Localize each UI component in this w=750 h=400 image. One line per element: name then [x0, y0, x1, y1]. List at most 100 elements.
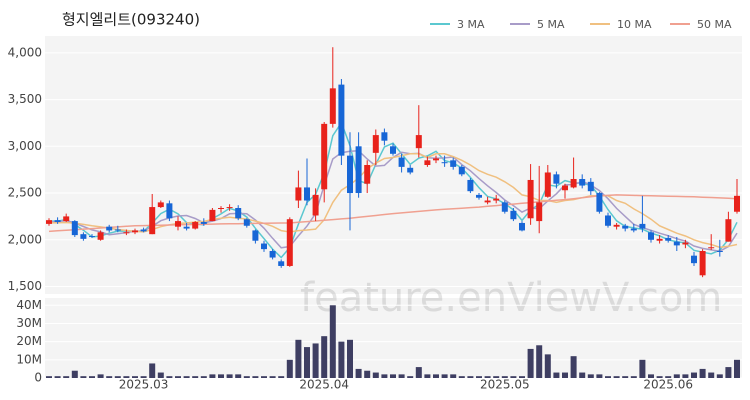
volume-bar [63, 376, 70, 378]
y-tick-label: 0 [34, 371, 42, 385]
y-tick-label: 3,500 [8, 92, 42, 106]
volume-bar [450, 374, 457, 378]
volume-bar [123, 376, 130, 378]
candle-body [596, 193, 603, 212]
volume-bar [46, 376, 52, 378]
volume-bar [54, 376, 61, 378]
volume-bar [734, 359, 740, 378]
candle-body [501, 202, 508, 212]
candle-body [312, 194, 319, 216]
candle-body [579, 179, 586, 186]
volume-bar [80, 376, 87, 378]
candle-body [450, 160, 457, 167]
volume-bar [218, 374, 224, 378]
volume-bar [433, 374, 439, 378]
candle-body [484, 200, 491, 203]
candle-body [338, 84, 345, 156]
volume-bar [243, 376, 250, 378]
candle-body [433, 158, 439, 161]
candle-body [648, 232, 654, 240]
volume-bar [106, 376, 113, 378]
volume-bar [613, 376, 620, 378]
candle-body [286, 219, 293, 266]
x-tick-label: 2025.04 [299, 378, 349, 392]
volume-bar [579, 372, 586, 378]
candle-body [708, 247, 715, 249]
volume-bar [97, 374, 104, 378]
candle-body [175, 221, 181, 227]
candle-body [407, 167, 414, 173]
candle-body [424, 160, 431, 165]
y-tick-label: 10M [16, 352, 42, 366]
candle-body [364, 165, 371, 184]
candle-body [321, 123, 328, 190]
volume-bar [691, 372, 697, 378]
candle-body [587, 181, 594, 192]
candle-body [415, 135, 422, 149]
y-tick-label: 20M [16, 334, 42, 348]
volume-bar [209, 374, 216, 378]
candle-body [269, 251, 276, 258]
x-tick-label: 2025.03 [119, 378, 169, 392]
candle-body [200, 222, 207, 224]
y-tick-label: 30M [16, 316, 42, 330]
candle-body [235, 208, 242, 219]
volume-bar [252, 376, 259, 378]
candle-body [218, 208, 224, 209]
candle-body [639, 223, 646, 229]
volume-bar [175, 376, 181, 378]
volume-bar [630, 376, 637, 378]
candle-body [544, 172, 551, 197]
candle-body [355, 146, 362, 194]
candle-body [553, 174, 560, 184]
volume-bar [605, 376, 611, 378]
volume-bar [699, 368, 706, 378]
volume-bar [544, 354, 551, 378]
y-tick-label: 4,000 [8, 45, 42, 59]
candle-body [716, 251, 723, 252]
candle-body [252, 230, 259, 241]
candle-body [132, 230, 138, 233]
volume-bar [639, 359, 646, 378]
volume-bar [493, 376, 500, 378]
volume-bar [725, 367, 732, 378]
candle-body [71, 221, 78, 236]
candle-body [630, 228, 637, 231]
ma-line [49, 121, 738, 259]
candle-body [261, 243, 267, 250]
legend-label: 5 MA [537, 18, 565, 31]
candle-body [243, 219, 250, 226]
candle-body [46, 220, 52, 224]
volume-bar [89, 376, 95, 378]
volume-bar [192, 376, 199, 378]
volume-bar [467, 376, 474, 378]
volume-bar [648, 374, 654, 378]
candle-body [665, 237, 672, 241]
candle-body [390, 146, 396, 154]
watermark: feature.enViewV.com [300, 275, 722, 321]
legend-label: 3 MA [457, 18, 485, 31]
volume-bar [149, 363, 156, 378]
volume-bar [329, 305, 336, 378]
volume-bar [140, 376, 147, 378]
volume-bar [682, 374, 689, 378]
volume-bar [622, 376, 629, 378]
volume-bar [226, 374, 233, 378]
candle-body [476, 194, 482, 198]
candle-body [622, 225, 629, 229]
y-tick-label: 1,500 [8, 279, 42, 293]
candle-body [458, 166, 465, 175]
volume-bar [200, 376, 207, 378]
volume-bar [304, 347, 310, 378]
volume-bar [407, 376, 414, 378]
candle-body [510, 210, 517, 220]
candle-body [347, 155, 353, 194]
candle-body [613, 224, 620, 227]
price-panel [45, 36, 742, 294]
candle-body [527, 179, 534, 219]
volume-bar [673, 374, 680, 378]
volume-bar [570, 356, 577, 378]
volume-bar [166, 376, 173, 378]
volume-bar [132, 376, 138, 378]
